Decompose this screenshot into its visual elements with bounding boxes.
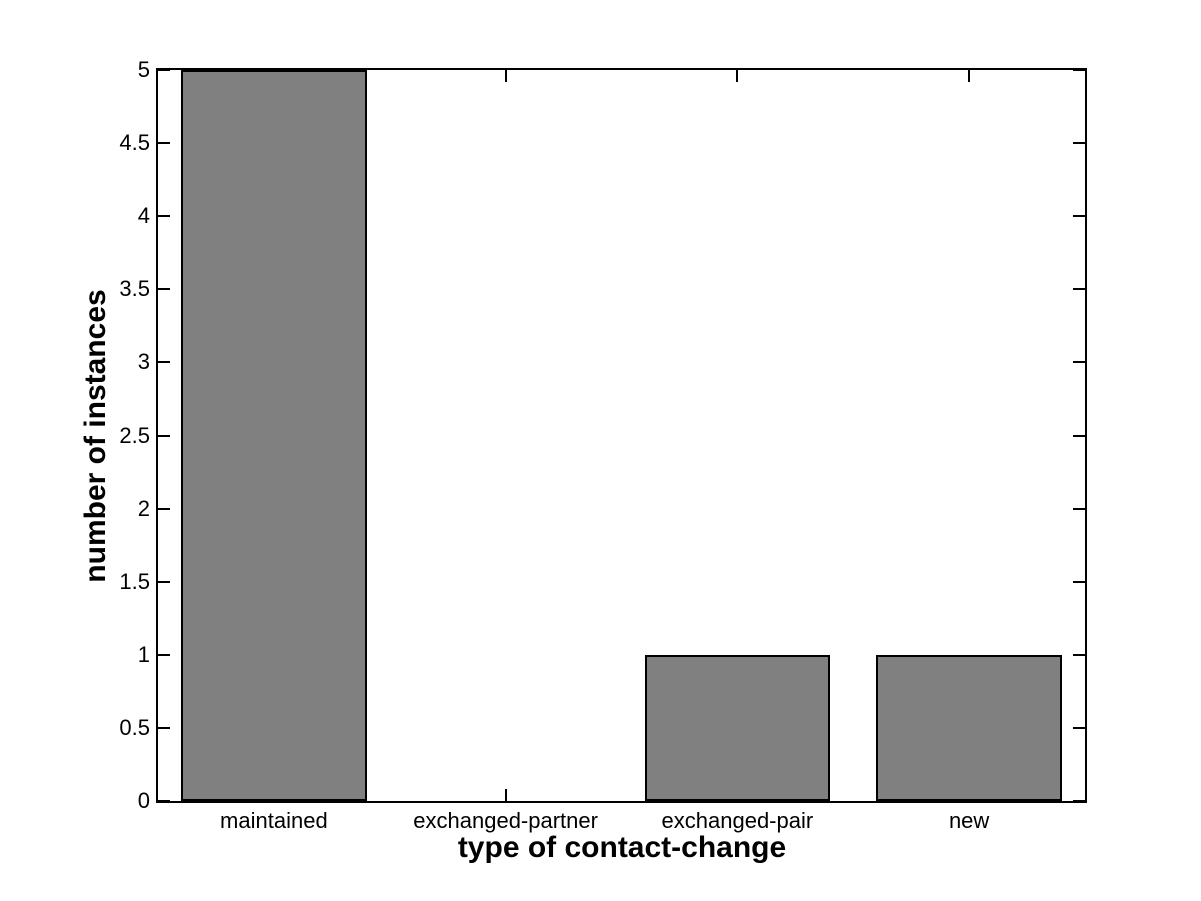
x-tick-mark: [504, 70, 507, 82]
y-tick-mark: [1073, 69, 1085, 71]
y-tick-label: 4.5: [119, 130, 150, 156]
y-tick-label: 4: [137, 203, 150, 229]
y-tick-mark: [158, 142, 170, 145]
x-axis-label: type of contact-change: [457, 831, 787, 864]
y-tick-mark: [1073, 653, 1085, 656]
y-tick-mark: [1073, 507, 1085, 510]
y-tick-label: 0.5: [119, 714, 150, 740]
y-tick-mark: [158, 361, 170, 364]
y-tick-mark: [158, 69, 170, 71]
y-axis-label: number of instances: [79, 289, 112, 583]
y-tick-mark: [158, 507, 170, 510]
y-tick-mark: [158, 726, 170, 729]
x-tick-label: maintained: [220, 808, 328, 833]
y-tick-mark: [158, 288, 170, 291]
x-tick-label: new: [948, 808, 990, 833]
y-tick-mark: [158, 580, 170, 583]
y-tick-mark: [158, 653, 170, 656]
y-tick-mark: [158, 800, 170, 802]
x-tick-mark: [504, 789, 507, 801]
y-tick-label: 3.5: [119, 276, 150, 302]
y-tick-mark: [1073, 288, 1085, 291]
y-tick-label: 0: [137, 788, 150, 813]
x-tick-mark: [736, 70, 739, 82]
bar-maintained: [181, 70, 367, 801]
y-tick-mark: [1073, 361, 1085, 364]
y-tick-mark: [1073, 580, 1085, 583]
y-tick-mark: [1073, 800, 1085, 802]
bar-new: [876, 654, 1062, 801]
y-tick-label: 3: [137, 349, 150, 375]
y-tick-mark: [1073, 142, 1085, 145]
y-tick-label: 5: [137, 57, 150, 82]
y-tick-label: 2: [137, 495, 150, 521]
y-tick-mark: [158, 434, 170, 437]
y-tick-label: 2.5: [119, 422, 150, 448]
bar-exchanged-pair: [644, 654, 831, 801]
y-tick-label: 1: [137, 641, 150, 667]
plot-area: [156, 68, 1087, 803]
y-tick-label: 1.5: [119, 568, 150, 594]
x-tick-label: exchanged-pair: [661, 808, 814, 833]
x-tick-mark: [968, 70, 971, 82]
x-tick-label: exchanged-partner: [413, 808, 598, 833]
y-tick-mark: [158, 215, 170, 218]
y-tick-mark: [1073, 215, 1085, 218]
y-tick-mark: [1073, 434, 1085, 437]
y-tick-mark: [1073, 726, 1085, 729]
